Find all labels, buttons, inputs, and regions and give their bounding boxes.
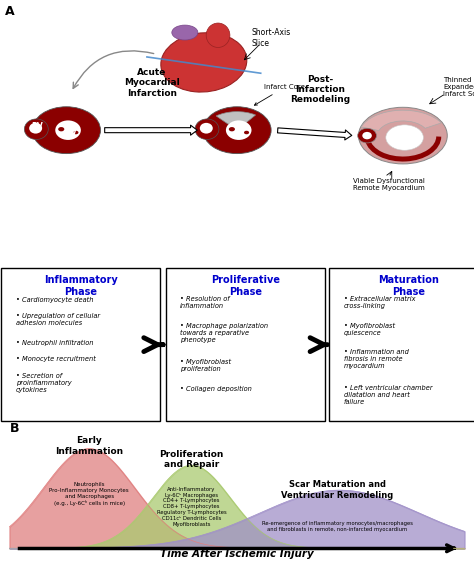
Text: • Secretion of
proinflammatory
cytokines: • Secretion of proinflammatory cytokines xyxy=(16,373,71,393)
Text: Re-emergence of inflammatory monocytes/macrophages
and fibroblasts in remote, no: Re-emergence of inflammatory monocytes/m… xyxy=(262,521,412,532)
Ellipse shape xyxy=(362,132,372,140)
Text: Post-
Infarction
Remodeling: Post- Infarction Remodeling xyxy=(290,75,350,105)
Ellipse shape xyxy=(358,128,376,143)
Ellipse shape xyxy=(358,107,447,164)
Text: • Monocyte recruitment: • Monocyte recruitment xyxy=(16,356,96,362)
Ellipse shape xyxy=(229,127,235,131)
Text: • Left ventricular chamber
dilatation and heart
failure: • Left ventricular chamber dilatation an… xyxy=(344,385,432,406)
FancyBboxPatch shape xyxy=(1,268,160,421)
Text: • Cardiomyocyte death: • Cardiomyocyte death xyxy=(16,297,93,302)
Text: • Resolution of
inflammation: • Resolution of inflammation xyxy=(180,297,230,310)
Text: Thinned and
Expanded
Infarct Scar: Thinned and Expanded Infarct Scar xyxy=(443,77,474,97)
Text: • Neutrophil infiltration: • Neutrophil infiltration xyxy=(16,340,93,346)
Ellipse shape xyxy=(24,119,48,140)
Text: LV: LV xyxy=(67,128,77,137)
Text: • Myofibroblast
quiescence: • Myofibroblast quiescence xyxy=(344,323,395,336)
Text: Early
Inflammation: Early Inflammation xyxy=(55,436,123,455)
FancyArrowPatch shape xyxy=(105,125,197,135)
Text: Viable Dysfunctional
Remote Myocardium: Viable Dysfunctional Remote Myocardium xyxy=(353,178,425,191)
Text: • Extracellular matrix
cross-linking: • Extracellular matrix cross-linking xyxy=(344,297,415,310)
Text: • Inflammation and
fibrosis in remote
myocardium: • Inflammation and fibrosis in remote my… xyxy=(344,349,409,370)
Text: Maturation
Phase: Maturation Phase xyxy=(378,275,439,297)
Text: • Upregulation of cellular
adhesion molecules: • Upregulation of cellular adhesion mole… xyxy=(16,313,100,326)
Text: Inflammatory
Phase: Inflammatory Phase xyxy=(44,275,118,297)
Wedge shape xyxy=(361,110,441,131)
Text: B: B xyxy=(9,422,19,435)
FancyBboxPatch shape xyxy=(329,268,474,421)
Text: Proliferative
Phase: Proliferative Phase xyxy=(211,275,280,297)
Ellipse shape xyxy=(244,131,249,134)
Ellipse shape xyxy=(195,119,219,140)
Ellipse shape xyxy=(32,107,100,154)
Ellipse shape xyxy=(58,127,64,131)
Text: Anti-Inflammatory
Ly-6Cʰ Macrophages
CD4+ T-Lymphocytes
CD8+ T-Lymphocytes
Regul: Anti-Inflammatory Ly-6Cʰ Macrophages CD4… xyxy=(156,487,227,527)
Text: Scar Maturation and
Ventricular Remodeling: Scar Maturation and Ventricular Remodeli… xyxy=(281,480,393,500)
FancyBboxPatch shape xyxy=(166,268,325,421)
Ellipse shape xyxy=(206,23,230,47)
Text: RV: RV xyxy=(31,123,43,132)
Text: Infarct Core: Infarct Core xyxy=(255,85,305,105)
Text: A: A xyxy=(5,6,14,19)
Wedge shape xyxy=(216,112,255,124)
Ellipse shape xyxy=(203,107,271,154)
Text: Neutrophils
Pro-Inflammatory Monocytes
and Macrophages
(e.g., Ly-6Cʰ cells in mi: Neutrophils Pro-Inflammatory Monocytes a… xyxy=(49,483,129,506)
Ellipse shape xyxy=(200,123,213,133)
Ellipse shape xyxy=(226,120,252,140)
Ellipse shape xyxy=(172,25,198,40)
Ellipse shape xyxy=(29,123,42,133)
Ellipse shape xyxy=(73,131,79,134)
Ellipse shape xyxy=(386,125,423,150)
Text: • Collagen deposition: • Collagen deposition xyxy=(180,385,252,392)
FancyArrowPatch shape xyxy=(277,128,352,140)
Ellipse shape xyxy=(161,33,247,92)
Text: • Myofibroblast
proliferation: • Myofibroblast proliferation xyxy=(180,359,231,372)
Ellipse shape xyxy=(55,120,81,140)
Text: Proliferation
and Repair: Proliferation and Repair xyxy=(159,450,224,470)
Text: Time After Ischemic Injury: Time After Ischemic Injury xyxy=(160,549,314,559)
Text: Short-Axis
Slice: Short-Axis Slice xyxy=(251,28,291,47)
Text: • Macrophage polarization
towards a reparative
phenotype: • Macrophage polarization towards a repa… xyxy=(180,323,268,343)
Text: Acute
Myocardial
Infarction: Acute Myocardial Infarction xyxy=(124,68,180,98)
